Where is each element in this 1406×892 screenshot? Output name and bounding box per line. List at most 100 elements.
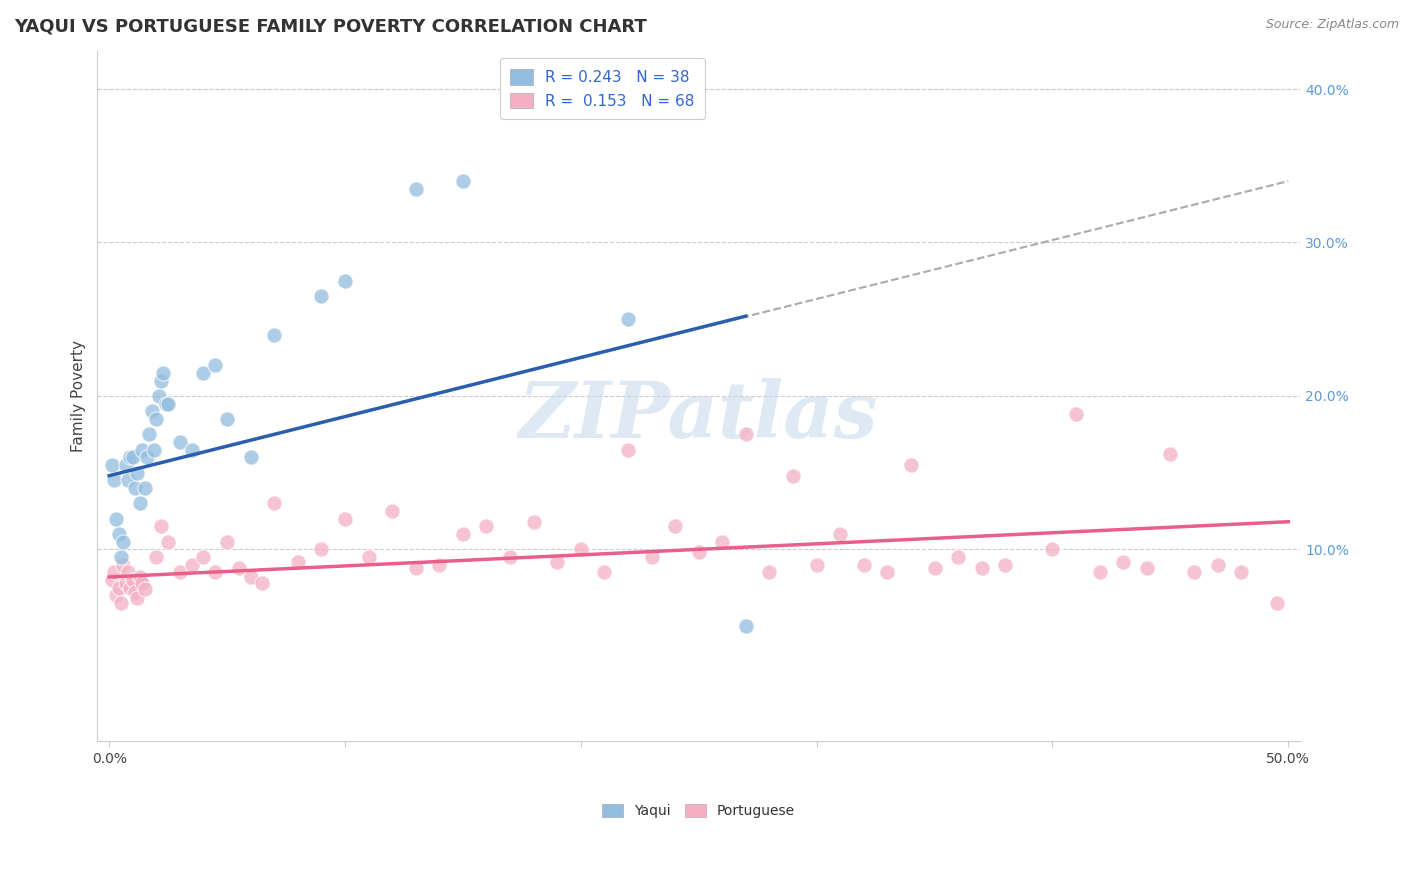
Point — [127, 591, 149, 606]
Point — [215, 534, 238, 549]
Point — [427, 558, 450, 572]
Point — [180, 442, 202, 457]
Point — [1136, 560, 1159, 574]
Point — [120, 581, 142, 595]
Point — [121, 573, 143, 587]
Point — [169, 566, 191, 580]
Point — [180, 558, 202, 572]
Point — [150, 374, 173, 388]
Point — [1159, 447, 1181, 461]
Point — [100, 573, 122, 587]
Point — [228, 560, 250, 574]
Legend: Yaqui, Portuguese: Yaqui, Portuguese — [598, 799, 800, 824]
Point — [120, 450, 142, 465]
Point — [735, 619, 758, 633]
Point — [263, 327, 285, 342]
Point — [1064, 407, 1087, 421]
Point — [110, 549, 132, 564]
Point — [405, 560, 427, 574]
Point — [145, 412, 167, 426]
Point — [117, 566, 139, 580]
Point — [239, 570, 262, 584]
Point — [735, 427, 758, 442]
Y-axis label: Family Poverty: Family Poverty — [72, 340, 86, 452]
Point — [569, 542, 592, 557]
Point — [157, 396, 180, 410]
Point — [806, 558, 828, 572]
Point — [124, 481, 146, 495]
Point — [333, 511, 356, 525]
Point — [110, 596, 132, 610]
Point — [475, 519, 498, 533]
Point — [994, 558, 1017, 572]
Point — [876, 566, 898, 580]
Point — [128, 496, 150, 510]
Point — [215, 412, 238, 426]
Point — [451, 527, 474, 541]
Point — [664, 519, 686, 533]
Point — [112, 558, 135, 572]
Point — [128, 570, 150, 584]
Point — [758, 566, 780, 580]
Point — [1265, 596, 1288, 610]
Point — [1206, 558, 1229, 572]
Point — [148, 389, 170, 403]
Point — [900, 458, 922, 472]
Point — [135, 450, 157, 465]
Point — [204, 358, 226, 372]
Point — [1088, 566, 1111, 580]
Point — [1182, 566, 1205, 580]
Point — [924, 560, 946, 574]
Point — [107, 527, 129, 541]
Point — [169, 434, 191, 449]
Point — [124, 585, 146, 599]
Point — [142, 442, 165, 457]
Point — [381, 504, 404, 518]
Text: YAQUI VS PORTUGUESE FAMILY POVERTY CORRELATION CHART: YAQUI VS PORTUGUESE FAMILY POVERTY CORRE… — [14, 18, 647, 36]
Point — [150, 519, 173, 533]
Point — [131, 442, 153, 457]
Point — [138, 427, 160, 442]
Point — [946, 549, 969, 564]
Point — [103, 473, 125, 487]
Point — [100, 458, 122, 472]
Point — [103, 566, 125, 580]
Point — [830, 527, 852, 541]
Point — [405, 182, 427, 196]
Point — [155, 396, 177, 410]
Point — [152, 366, 174, 380]
Point — [157, 534, 180, 549]
Point — [193, 549, 215, 564]
Text: Source: ZipAtlas.com: Source: ZipAtlas.com — [1265, 18, 1399, 31]
Point — [105, 511, 128, 525]
Point — [970, 560, 993, 574]
Point — [451, 174, 474, 188]
Point — [593, 566, 616, 580]
Point — [287, 555, 309, 569]
Point — [107, 581, 129, 595]
Point — [252, 576, 274, 591]
Point — [617, 312, 640, 326]
Point — [105, 588, 128, 602]
Point — [311, 289, 333, 303]
Point — [263, 496, 285, 510]
Point — [145, 549, 167, 564]
Point — [134, 582, 156, 597]
Text: ZIPatlas: ZIPatlas — [519, 378, 879, 455]
Point — [112, 534, 135, 549]
Point — [357, 549, 380, 564]
Point — [311, 542, 333, 557]
Point — [711, 534, 734, 549]
Point — [640, 549, 662, 564]
Point — [121, 450, 143, 465]
Point — [114, 576, 136, 591]
Point — [239, 450, 262, 465]
Point — [523, 515, 546, 529]
Point — [114, 458, 136, 472]
Point — [131, 576, 153, 591]
Point — [127, 466, 149, 480]
Point — [688, 545, 710, 559]
Point — [204, 566, 226, 580]
Point — [1112, 555, 1135, 569]
Point — [546, 555, 568, 569]
